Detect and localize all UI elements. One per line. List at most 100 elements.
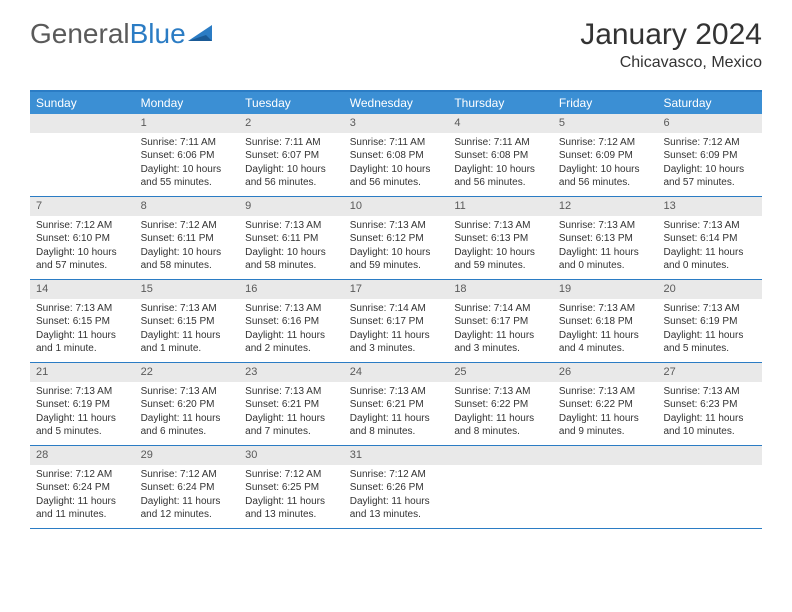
- sunrise-text: Sunrise: 7:13 AM: [559, 219, 652, 233]
- sunrise-text: Sunrise: 7:13 AM: [350, 385, 443, 399]
- sunrise-text: Sunrise: 7:11 AM: [245, 136, 338, 150]
- day-details: Sunrise: 7:12 AMSunset: 6:24 PMDaylight:…: [135, 465, 240, 526]
- month-title: January 2024: [580, 18, 762, 52]
- day-number: 17: [344, 280, 449, 299]
- day-cell: [657, 446, 762, 528]
- day-cell: 2Sunrise: 7:11 AMSunset: 6:07 PMDaylight…: [239, 114, 344, 196]
- week-row: 7Sunrise: 7:12 AMSunset: 6:10 PMDaylight…: [30, 197, 762, 280]
- day-details: Sunrise: 7:13 AMSunset: 6:18 PMDaylight:…: [553, 299, 658, 360]
- daylight-text: Daylight: 10 hours and 58 minutes.: [141, 246, 234, 273]
- title-block: January 2024 Chicavasco, Mexico: [580, 18, 762, 72]
- day-cell: 16Sunrise: 7:13 AMSunset: 6:16 PMDayligh…: [239, 280, 344, 362]
- day-number: 30: [239, 446, 344, 465]
- daylight-text: Daylight: 11 hours and 1 minute.: [141, 329, 234, 356]
- sunset-text: Sunset: 6:13 PM: [454, 232, 547, 246]
- day-number: 23: [239, 363, 344, 382]
- logo-text-gray: General: [30, 18, 130, 50]
- day-cell: 29Sunrise: 7:12 AMSunset: 6:24 PMDayligh…: [135, 446, 240, 528]
- daylight-text: Daylight: 11 hours and 3 minutes.: [350, 329, 443, 356]
- day-number: 6: [657, 114, 762, 133]
- day-number: 28: [30, 446, 135, 465]
- day-cell: 15Sunrise: 7:13 AMSunset: 6:15 PMDayligh…: [135, 280, 240, 362]
- day-cell: 24Sunrise: 7:13 AMSunset: 6:21 PMDayligh…: [344, 363, 449, 445]
- sunset-text: Sunset: 6:12 PM: [350, 232, 443, 246]
- day-details: Sunrise: 7:13 AMSunset: 6:11 PMDaylight:…: [239, 216, 344, 277]
- sunset-text: Sunset: 6:19 PM: [36, 398, 129, 412]
- day-cell: 13Sunrise: 7:13 AMSunset: 6:14 PMDayligh…: [657, 197, 762, 279]
- day-number: [657, 446, 762, 465]
- day-cell: 8Sunrise: 7:12 AMSunset: 6:11 PMDaylight…: [135, 197, 240, 279]
- sunrise-text: Sunrise: 7:12 AM: [36, 219, 129, 233]
- sunset-text: Sunset: 6:21 PM: [350, 398, 443, 412]
- daylight-text: Daylight: 11 hours and 0 minutes.: [559, 246, 652, 273]
- day-cell: 22Sunrise: 7:13 AMSunset: 6:20 PMDayligh…: [135, 363, 240, 445]
- triangle-icon: [188, 18, 218, 50]
- sunrise-text: Sunrise: 7:13 AM: [454, 219, 547, 233]
- day-cell: 27Sunrise: 7:13 AMSunset: 6:23 PMDayligh…: [657, 363, 762, 445]
- day-cell: 28Sunrise: 7:12 AMSunset: 6:24 PMDayligh…: [30, 446, 135, 528]
- day-cell: 14Sunrise: 7:13 AMSunset: 6:15 PMDayligh…: [30, 280, 135, 362]
- sunrise-text: Sunrise: 7:12 AM: [36, 468, 129, 482]
- sunset-text: Sunset: 6:13 PM: [559, 232, 652, 246]
- daylight-text: Daylight: 10 hours and 56 minutes.: [454, 163, 547, 190]
- sunrise-text: Sunrise: 7:11 AM: [454, 136, 547, 150]
- sunrise-text: Sunrise: 7:13 AM: [36, 302, 129, 316]
- day-number: 29: [135, 446, 240, 465]
- daylight-text: Daylight: 10 hours and 58 minutes.: [245, 246, 338, 273]
- daylight-text: Daylight: 11 hours and 10 minutes.: [663, 412, 756, 439]
- day-cell: 17Sunrise: 7:14 AMSunset: 6:17 PMDayligh…: [344, 280, 449, 362]
- sunrise-text: Sunrise: 7:13 AM: [245, 302, 338, 316]
- day-cell: [553, 446, 658, 528]
- logo-text-blue: Blue: [130, 18, 186, 50]
- weeks-container: 1Sunrise: 7:11 AMSunset: 6:06 PMDaylight…: [30, 114, 762, 529]
- day-header-cell: Saturday: [657, 92, 762, 114]
- sunrise-text: Sunrise: 7:13 AM: [663, 219, 756, 233]
- sunrise-text: Sunrise: 7:13 AM: [245, 219, 338, 233]
- day-details: Sunrise: 7:13 AMSunset: 6:13 PMDaylight:…: [448, 216, 553, 277]
- sunset-text: Sunset: 6:25 PM: [245, 481, 338, 495]
- day-cell: 3Sunrise: 7:11 AMSunset: 6:08 PMDaylight…: [344, 114, 449, 196]
- day-cell: 31Sunrise: 7:12 AMSunset: 6:26 PMDayligh…: [344, 446, 449, 528]
- sunset-text: Sunset: 6:24 PM: [36, 481, 129, 495]
- day-header-row: SundayMondayTuesdayWednesdayThursdayFrid…: [30, 92, 762, 114]
- day-details: Sunrise: 7:13 AMSunset: 6:15 PMDaylight:…: [30, 299, 135, 360]
- sunrise-text: Sunrise: 7:12 AM: [559, 136, 652, 150]
- sunset-text: Sunset: 6:19 PM: [663, 315, 756, 329]
- day-details: Sunrise: 7:14 AMSunset: 6:17 PMDaylight:…: [448, 299, 553, 360]
- day-number: 25: [448, 363, 553, 382]
- daylight-text: Daylight: 10 hours and 56 minutes.: [245, 163, 338, 190]
- day-number: 4: [448, 114, 553, 133]
- day-cell: 30Sunrise: 7:12 AMSunset: 6:25 PMDayligh…: [239, 446, 344, 528]
- day-number: 19: [553, 280, 658, 299]
- sunset-text: Sunset: 6:09 PM: [663, 149, 756, 163]
- daylight-text: Daylight: 11 hours and 9 minutes.: [559, 412, 652, 439]
- day-details: Sunrise: 7:12 AMSunset: 6:09 PMDaylight:…: [657, 133, 762, 194]
- daylight-text: Daylight: 11 hours and 5 minutes.: [663, 329, 756, 356]
- day-header-cell: Wednesday: [344, 92, 449, 114]
- daylight-text: Daylight: 10 hours and 55 minutes.: [141, 163, 234, 190]
- sunrise-text: Sunrise: 7:13 AM: [245, 385, 338, 399]
- daylight-text: Daylight: 10 hours and 57 minutes.: [36, 246, 129, 273]
- sunrise-text: Sunrise: 7:12 AM: [350, 468, 443, 482]
- sunset-text: Sunset: 6:22 PM: [454, 398, 547, 412]
- page-header: GeneralBlue January 2024 Chicavasco, Mex…: [0, 0, 792, 80]
- sunset-text: Sunset: 6:11 PM: [245, 232, 338, 246]
- sunset-text: Sunset: 6:17 PM: [454, 315, 547, 329]
- day-number: [553, 446, 658, 465]
- day-header-cell: Tuesday: [239, 92, 344, 114]
- daylight-text: Daylight: 11 hours and 2 minutes.: [245, 329, 338, 356]
- day-number: 2: [239, 114, 344, 133]
- calendar: SundayMondayTuesdayWednesdayThursdayFrid…: [30, 90, 762, 529]
- day-cell: 11Sunrise: 7:13 AMSunset: 6:13 PMDayligh…: [448, 197, 553, 279]
- day-details: Sunrise: 7:13 AMSunset: 6:23 PMDaylight:…: [657, 382, 762, 443]
- day-number: 15: [135, 280, 240, 299]
- day-details: Sunrise: 7:14 AMSunset: 6:17 PMDaylight:…: [344, 299, 449, 360]
- logo: GeneralBlue: [30, 18, 218, 50]
- day-details: Sunrise: 7:12 AMSunset: 6:26 PMDaylight:…: [344, 465, 449, 526]
- day-cell: 1Sunrise: 7:11 AMSunset: 6:06 PMDaylight…: [135, 114, 240, 196]
- day-number: 18: [448, 280, 553, 299]
- sunset-text: Sunset: 6:22 PM: [559, 398, 652, 412]
- day-cell: 26Sunrise: 7:13 AMSunset: 6:22 PMDayligh…: [553, 363, 658, 445]
- sunset-text: Sunset: 6:09 PM: [559, 149, 652, 163]
- day-cell: 19Sunrise: 7:13 AMSunset: 6:18 PMDayligh…: [553, 280, 658, 362]
